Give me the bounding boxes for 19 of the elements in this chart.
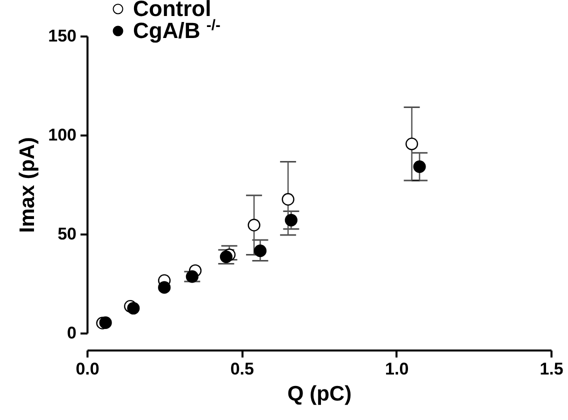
point (254, 244, 267, 258)
point (99, 316, 112, 329)
point (282, 193, 294, 206)
y-tick-label: 150 (48, 26, 76, 46)
point (158, 281, 171, 294)
point (284, 214, 298, 226)
x-tick-label: 0.0 (76, 360, 100, 378)
y-tick-label: 100 (48, 126, 76, 144)
x-tick-label: 1.5 (540, 360, 564, 378)
x-tick-label: 1.0 (385, 360, 409, 378)
point (406, 138, 418, 150)
y-tick-label: 0 (67, 324, 76, 342)
point (413, 160, 426, 173)
point (127, 302, 140, 315)
x-axis-title: Q (pC) (287, 382, 352, 406)
x-tick-label: 0.5 (230, 360, 254, 378)
y-tick-label: 50 (58, 224, 76, 244)
point (248, 218, 260, 232)
y-axis-title: Imax (pA) (16, 137, 40, 233)
